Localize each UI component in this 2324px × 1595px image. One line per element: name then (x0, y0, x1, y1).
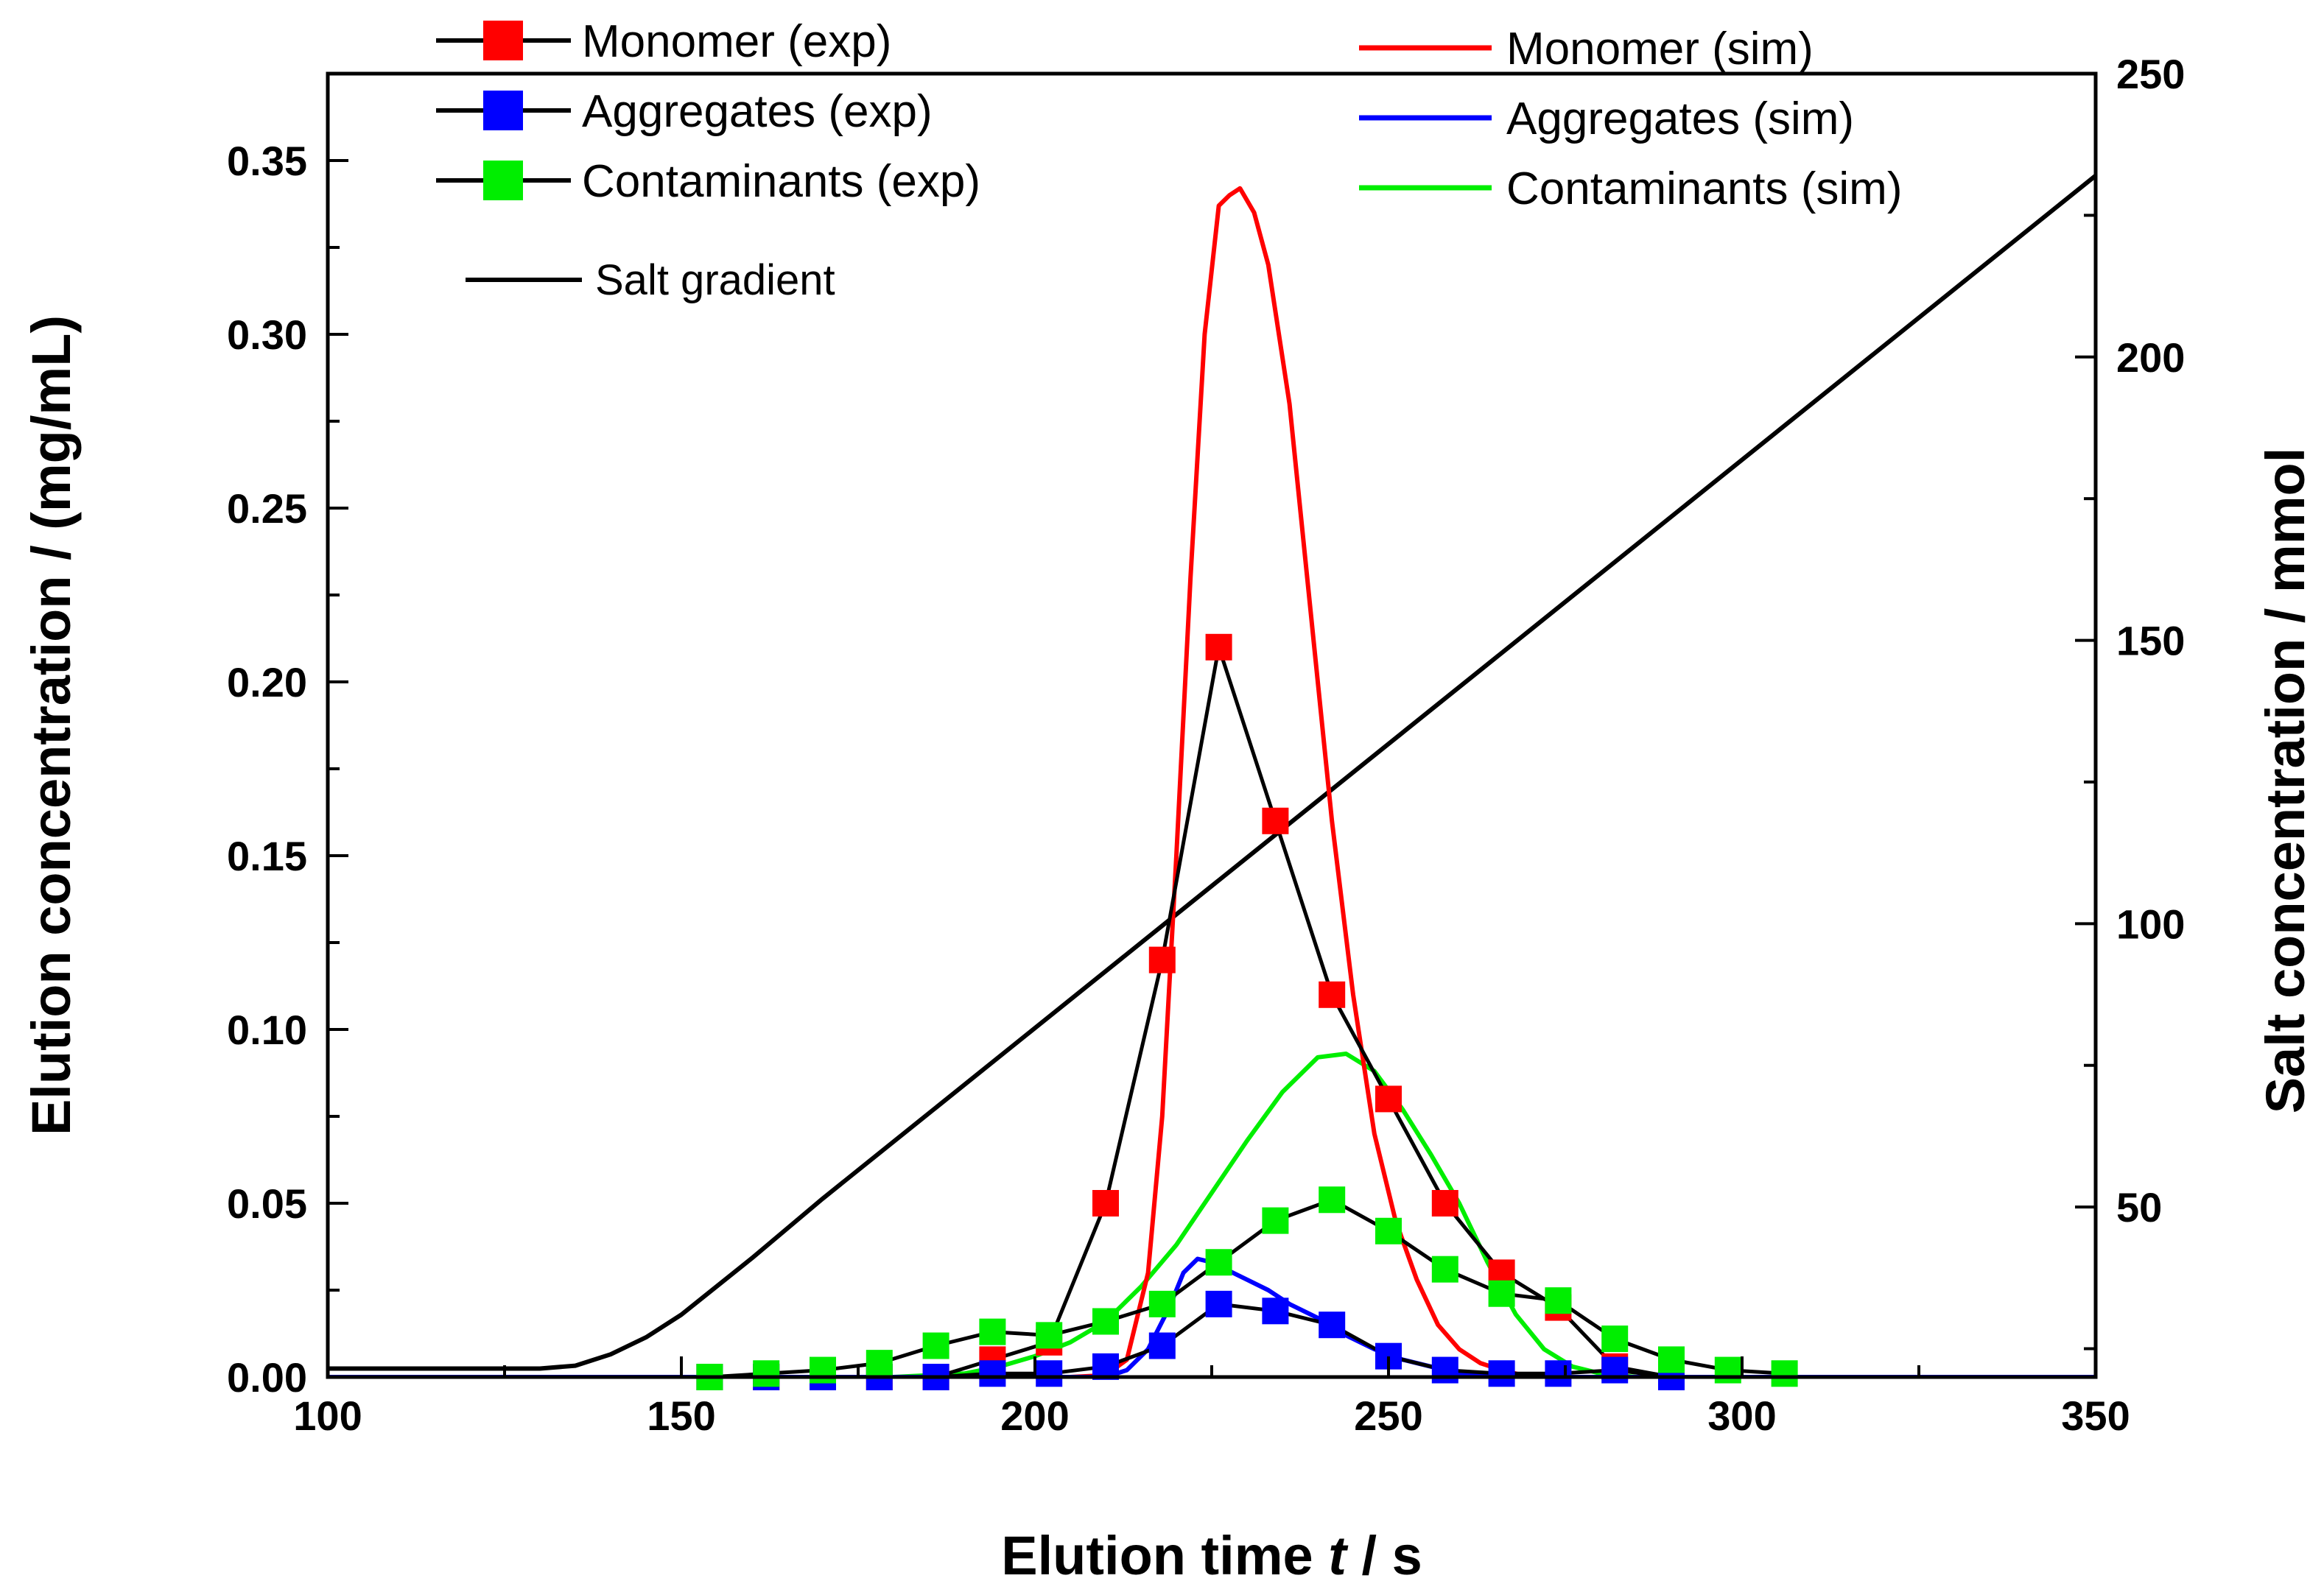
legend-right: Monomer (sim) Aggregates (sim) Contamina… (1359, 24, 1902, 214)
data-point-monomer-exp (1319, 981, 1346, 1008)
legend-marker-monomer-exp (483, 21, 523, 60)
legend-label-monomer-exp: Monomer (exp) (582, 16, 891, 67)
x-tick-label: 100 (293, 1392, 362, 1439)
series-line-contaminants-sim (328, 1052, 2096, 1377)
series-line-salt-gradient (328, 174, 2096, 1371)
y2-axis-title: Salt concentration / mmol (2255, 448, 2316, 1114)
data-point-aggregates-exp (1262, 1298, 1289, 1325)
data-point-monomer-exp (1205, 633, 1232, 661)
legend-label-salt-gradient: Salt gradient (595, 256, 835, 304)
data-point-contaminants-exp (1375, 1217, 1402, 1244)
legend-marker-aggregates-exp (483, 91, 523, 130)
y2-tick-label: 100 (2116, 901, 2185, 947)
data-point-aggregates-exp (1319, 1311, 1346, 1339)
x-axis-title-unit: / s (1347, 1525, 1422, 1586)
data-point-aggregates-exp (1601, 1356, 1629, 1384)
y-axis-title: Elution concentration / (mg/mL) (21, 315, 82, 1135)
y-tick-label: 0.35 (227, 138, 307, 184)
x-axis-title: Elution time t / s (1001, 1525, 1422, 1586)
x-axis-title-main: Elution time (1001, 1525, 1328, 1586)
ticks (326, 72, 2097, 1379)
y-tick-label: 0.10 (227, 1007, 307, 1053)
data-point-contaminants-exp (866, 1350, 893, 1377)
y2-tick-label: 200 (2116, 334, 2185, 381)
data-point-aggregates-exp (979, 1360, 1006, 1387)
series-line-monomer-sim (328, 186, 2096, 1377)
data-point-monomer-exp (1262, 807, 1289, 834)
legend-item-contaminants-sim: Contaminants (sim) (1359, 163, 1902, 214)
data-point-monomer-exp (1431, 1190, 1458, 1217)
y-tick-label: 0.00 (227, 1354, 307, 1401)
y-tick-label: 0.25 (227, 485, 307, 532)
legend-label-aggregates-sim: Aggregates (sim) (1506, 94, 1854, 144)
legend-label-aggregates-exp: Aggregates (exp) (582, 86, 933, 137)
y2-tick-label: 50 (2116, 1184, 2162, 1230)
data-point-contaminants-exp (1205, 1249, 1232, 1276)
y-tick-label: 0.20 (227, 659, 307, 705)
data-point-contaminants-exp (1148, 1290, 1176, 1317)
legend-item-monomer-exp: Monomer (exp) (436, 16, 891, 67)
data-point-contaminants-exp (753, 1360, 780, 1387)
data-point-contaminants-exp (922, 1332, 949, 1359)
x-axis-title-var: t (1328, 1525, 1349, 1586)
data-point-monomer-exp (1148, 946, 1176, 973)
data-point-contaminants-exp (810, 1356, 836, 1384)
data-point-contaminants-exp (979, 1318, 1006, 1345)
data-point-aggregates-exp (1431, 1356, 1458, 1384)
legend-item-salt-gradient: Salt gradient (466, 256, 835, 304)
data-point-aggregates-exp (1205, 1290, 1232, 1317)
x-tick-label: 200 (1000, 1392, 1069, 1439)
legend-marker-contaminants-exp (483, 161, 523, 200)
data-point-contaminants-exp (1431, 1256, 1458, 1283)
legend-item-aggregates-sim: Aggregates (sim) (1359, 94, 1854, 144)
x-tick-label: 350 (2061, 1392, 2130, 1439)
data-point-contaminants-exp (1771, 1360, 1798, 1387)
data-point-contaminants-exp (1714, 1356, 1741, 1384)
legend-item-contaminants-exp: Contaminants (exp) (436, 156, 980, 207)
data-point-contaminants-exp (1601, 1325, 1629, 1353)
data-point-aggregates-exp (1036, 1360, 1063, 1387)
data-point-monomer-exp (1375, 1085, 1402, 1113)
y2-tick-label: 150 (2116, 618, 2185, 664)
legend-item-aggregates-exp: Aggregates (exp) (436, 86, 933, 137)
data-point-contaminants-exp (1658, 1346, 1685, 1373)
data-point-contaminants-exp (1036, 1322, 1063, 1349)
legend-label-contaminants-exp: Contaminants (exp) (582, 156, 980, 207)
y-tick-label: 0.05 (227, 1180, 307, 1227)
legend-label-monomer-sim: Monomer (sim) (1506, 24, 1814, 74)
data-point-contaminants-exp (1488, 1280, 1515, 1307)
y-tick-label: 0.15 (227, 833, 307, 879)
legend-item-monomer-sim: Monomer (sim) (1359, 24, 1814, 74)
data-point-aggregates-exp (1148, 1332, 1176, 1359)
legend-left: Monomer (exp) Aggregates (exp) Contamina… (436, 16, 980, 304)
data-point-contaminants-exp (1092, 1308, 1119, 1335)
legend-label-contaminants-sim: Contaminants (sim) (1506, 163, 1902, 214)
data-point-contaminants-exp (1319, 1186, 1346, 1214)
data-point-contaminants-exp (1545, 1287, 1572, 1314)
y2-tick-label: 250 (2116, 51, 2185, 97)
data-point-aggregates-exp (1545, 1360, 1572, 1387)
data-point-contaminants-exp (1262, 1207, 1289, 1234)
x-tick-label: 150 (647, 1392, 715, 1439)
data-point-monomer-exp (1092, 1190, 1119, 1217)
x-tick-label: 300 (1707, 1392, 1776, 1439)
y-tick-label: 0.30 (227, 311, 307, 358)
data-point-aggregates-exp (1488, 1360, 1515, 1387)
tick-labels: 100 150 200 250 300 350 0.00 0.05 0.10 0.15 0.20 0.… (227, 51, 2185, 1439)
x-tick-label: 250 (1354, 1392, 1422, 1439)
